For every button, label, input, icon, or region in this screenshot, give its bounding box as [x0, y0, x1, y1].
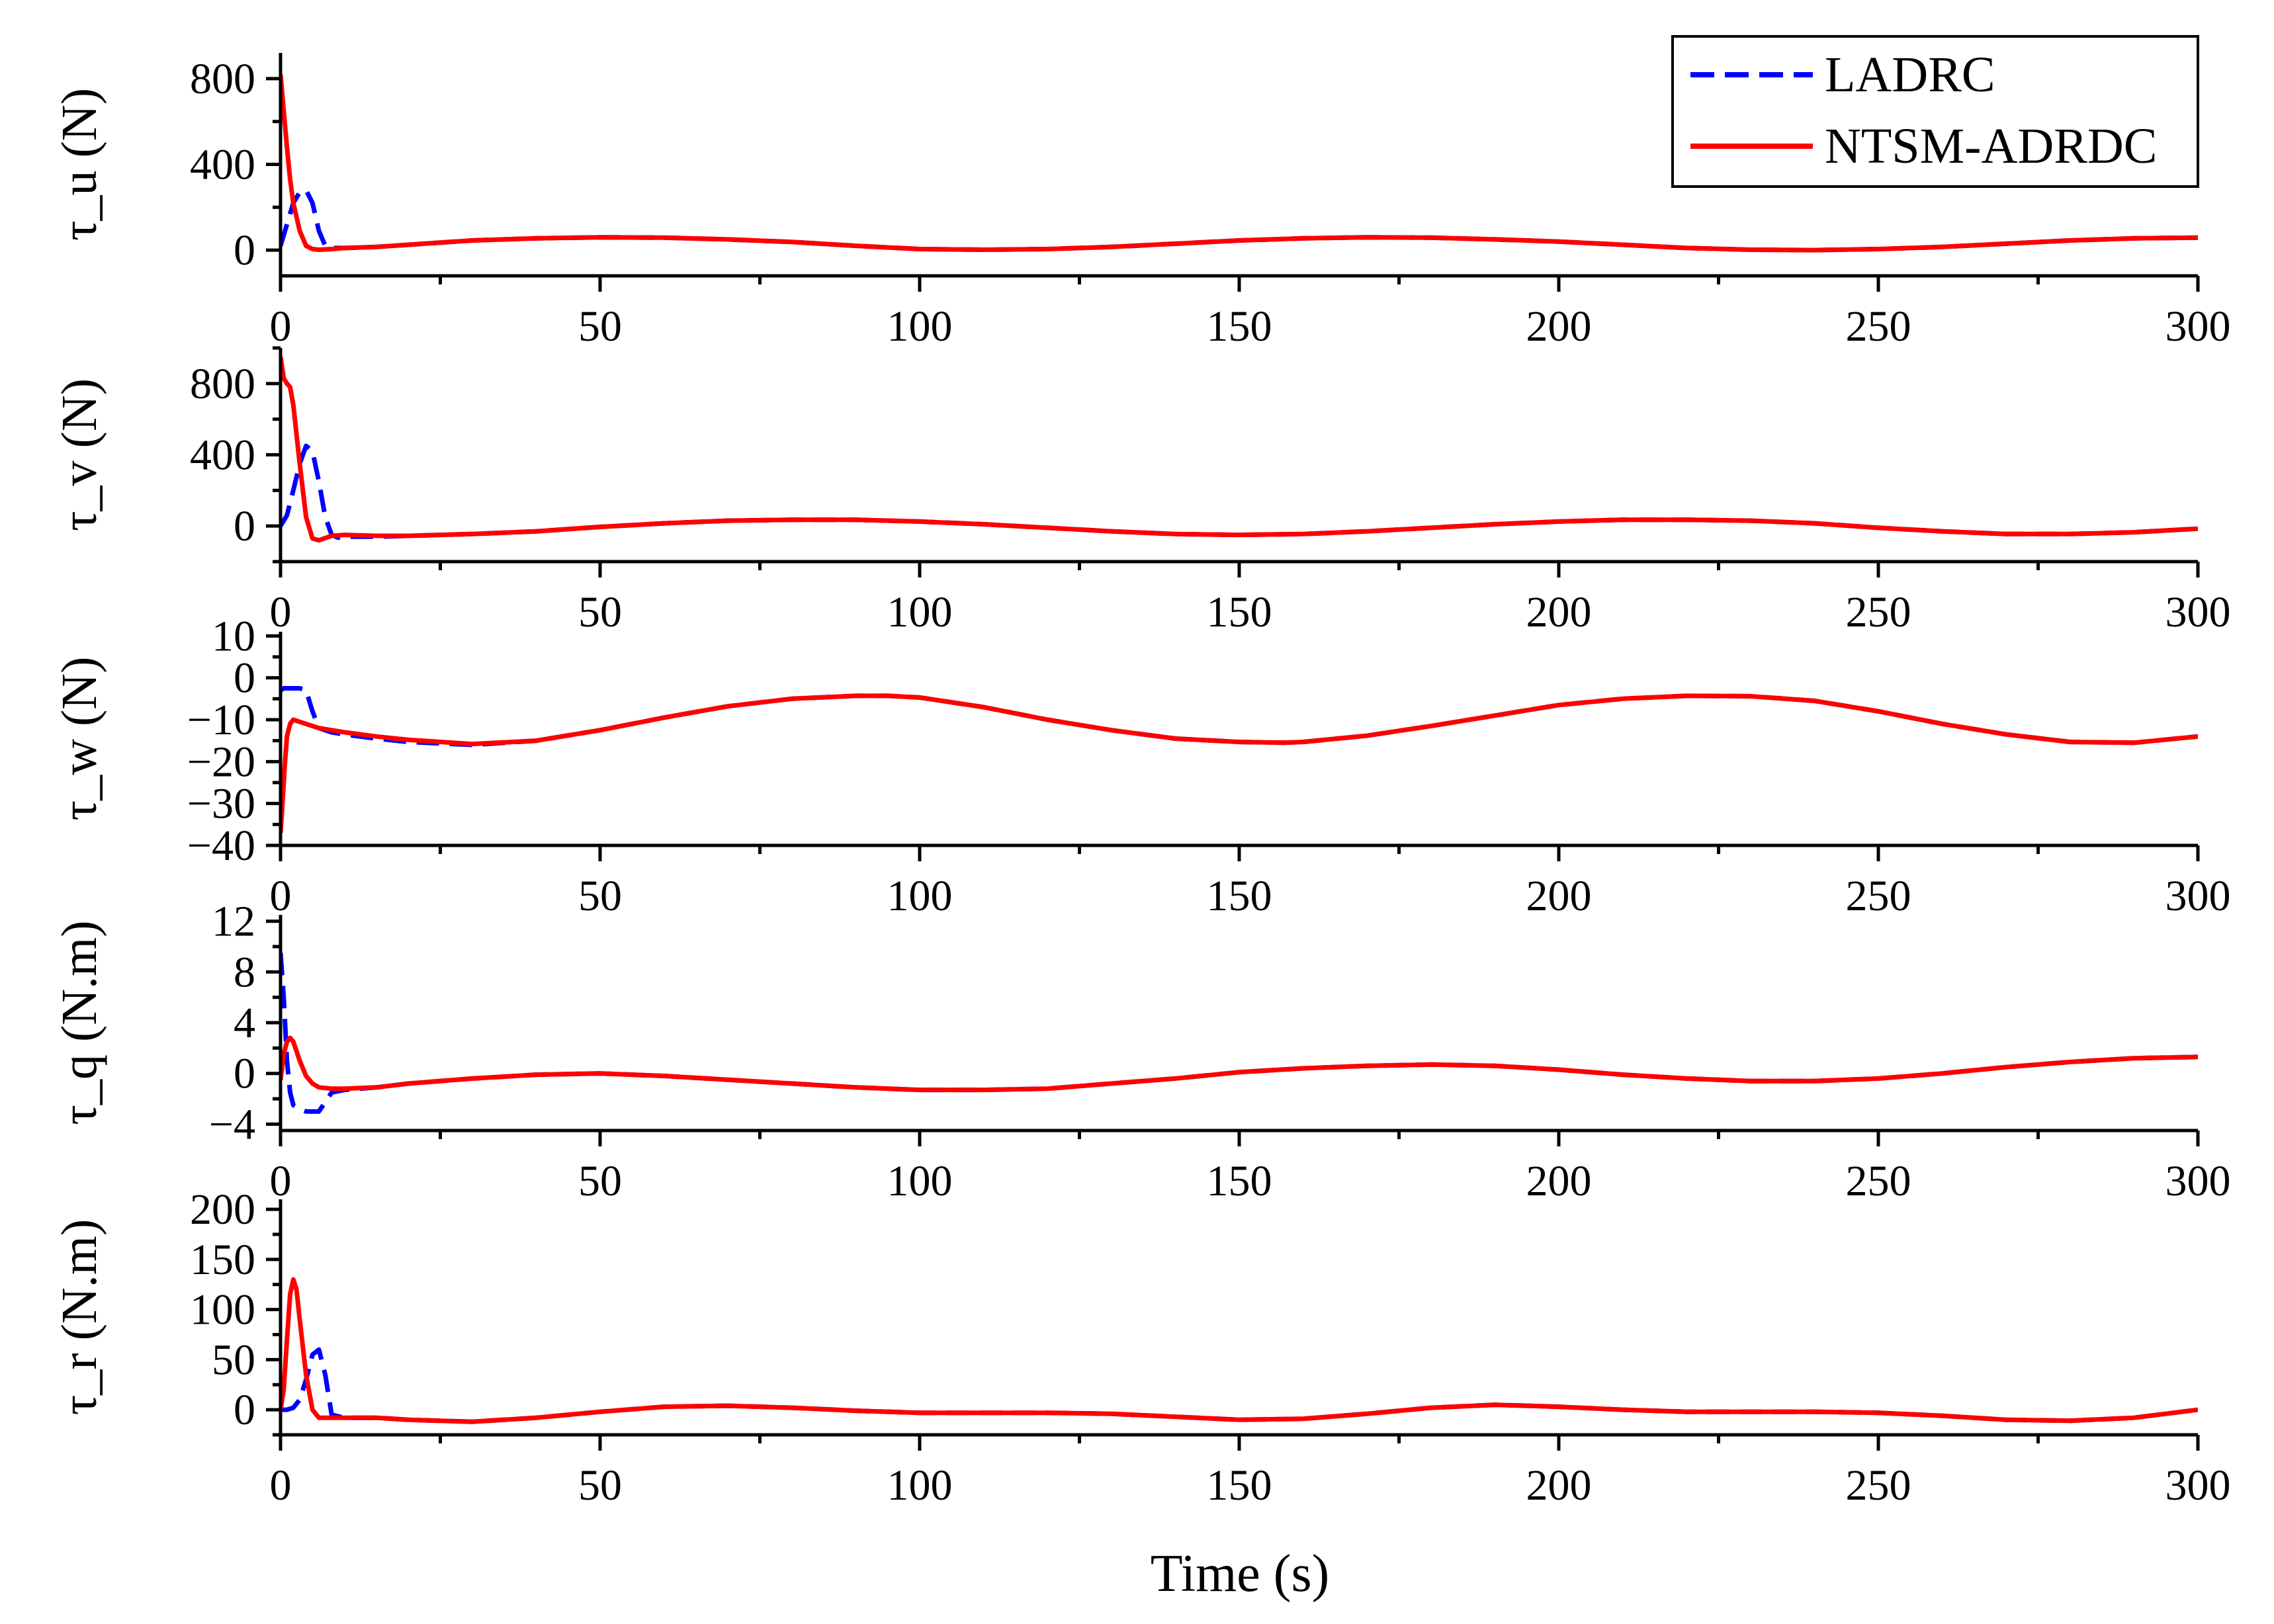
x-tick-label: 200 [1526, 1157, 1592, 1205]
series-line-ntsm-adrdc [281, 356, 2198, 543]
y-tick-label: 400 [190, 141, 255, 189]
y-axis-label: τ_v (N) [52, 378, 107, 531]
x-tick-label: 150 [1207, 872, 1272, 920]
y-tick-label: 150 [190, 1236, 255, 1284]
x-tick-label: 150 [1207, 1461, 1272, 1510]
series-line-ladrc [281, 953, 2198, 1114]
y-tick-label: −4 [209, 1100, 255, 1148]
y-tick-label: 10 [212, 612, 255, 660]
x-tick-label: 300 [2165, 302, 2231, 351]
x-tick-label: 300 [2165, 1157, 2231, 1205]
x-tick-label: 50 [578, 588, 622, 636]
legend-box [1671, 35, 2199, 188]
y-axis-label: τ_r (N.m) [52, 1219, 107, 1415]
x-tick-label: 200 [1526, 872, 1592, 920]
y-tick-label: 800 [190, 360, 255, 408]
subplot-1: 0 50 100 150 200 250 300 0 400 800 τ_u (N) [52, 53, 2231, 351]
series-line-ntsm-adrdc [281, 1035, 2198, 1093]
y-tick-label: 12 [212, 898, 255, 946]
x-tick-label: 50 [578, 1157, 622, 1205]
y-tick-label: 0 [234, 502, 255, 550]
x-tick-label: 250 [1846, 588, 1911, 636]
y-tick-label: 100 [190, 1286, 255, 1334]
x-tick-label: 0 [270, 872, 292, 920]
x-tick-label: 300 [2165, 588, 2231, 636]
x-tick-label: 50 [578, 872, 622, 920]
x-tick-label: 100 [887, 872, 953, 920]
y-tick-label: −40 [187, 822, 255, 870]
legend-label-ladrc: LADRC [1825, 47, 1995, 103]
series-line-ntsm-adrdc [281, 1277, 2198, 1424]
x-tick-label: 0 [270, 302, 292, 351]
x-tick-label: 50 [578, 302, 622, 351]
x-axis-label: Time (s) [1151, 1545, 1329, 1603]
y-tick-label: 8 [234, 948, 255, 996]
y-tick-label: 400 [190, 431, 255, 480]
x-tick-label: 200 [1526, 1461, 1592, 1510]
y-tick-label: −20 [187, 738, 255, 786]
series-line-ladrc [281, 1347, 2198, 1424]
legend: LADRC NTSM-ADRDC [1671, 35, 2199, 188]
y-axis-label: τ_w (N) [52, 657, 107, 821]
y-axis-label: τ_u (N) [52, 88, 107, 241]
x-tick-label: 300 [2165, 872, 2231, 920]
y-tick-label: 0 [234, 1050, 255, 1098]
y-tick-label: 0 [234, 654, 255, 703]
y-tick-label: 200 [190, 1185, 255, 1234]
x-tick-label: 100 [887, 588, 953, 636]
x-tick-label: 0 [270, 588, 292, 636]
x-tick-label: 100 [887, 302, 953, 351]
x-tick-label: 0 [270, 1461, 292, 1510]
x-tick-label: 150 [1207, 1157, 1272, 1205]
x-tick-label: 300 [2165, 1461, 2231, 1510]
x-tick-label: 250 [1846, 1461, 1911, 1510]
y-tick-label: 4 [234, 999, 255, 1047]
x-tick-label: 250 [1846, 1157, 1911, 1205]
x-tick-label: 100 [887, 1157, 953, 1205]
x-tick-label: 150 [1207, 302, 1272, 351]
y-tick-label: 50 [212, 1336, 255, 1384]
subplot-2: 0 50 100 150 200 250 300 0 400 800 τ_v (N) [52, 346, 2231, 636]
series-line-ntsm-adrdc [281, 693, 2198, 833]
x-tick-label: 150 [1207, 588, 1272, 636]
x-tick-label: 50 [578, 1461, 622, 1510]
y-tick-label: 800 [190, 55, 255, 103]
x-tick-label: 200 [1526, 588, 1592, 636]
y-tick-label: 0 [234, 1386, 255, 1434]
x-tick-label: 250 [1846, 302, 1911, 351]
y-tick-label: −10 [187, 696, 255, 744]
x-tick-label: 250 [1846, 872, 1911, 920]
y-tick-label: 0 [234, 226, 255, 275]
series-line-ladrc [281, 443, 2198, 540]
series-line-ladrc [281, 187, 2198, 253]
y-tick-label: −30 [187, 780, 255, 828]
x-tick-label: 100 [887, 1461, 953, 1510]
x-tick-label: 200 [1526, 302, 1592, 351]
legend-label-ntsm-adrdc: NTSM-ADRDC [1825, 118, 2158, 174]
x-tick-label: 0 [270, 1157, 292, 1205]
series-line-ntsm-adrdc [281, 74, 2198, 253]
y-axis-label: τ_q (N.m) [52, 920, 107, 1125]
